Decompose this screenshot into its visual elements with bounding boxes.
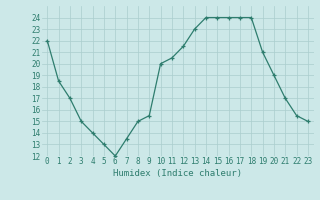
X-axis label: Humidex (Indice chaleur): Humidex (Indice chaleur) [113,169,242,178]
